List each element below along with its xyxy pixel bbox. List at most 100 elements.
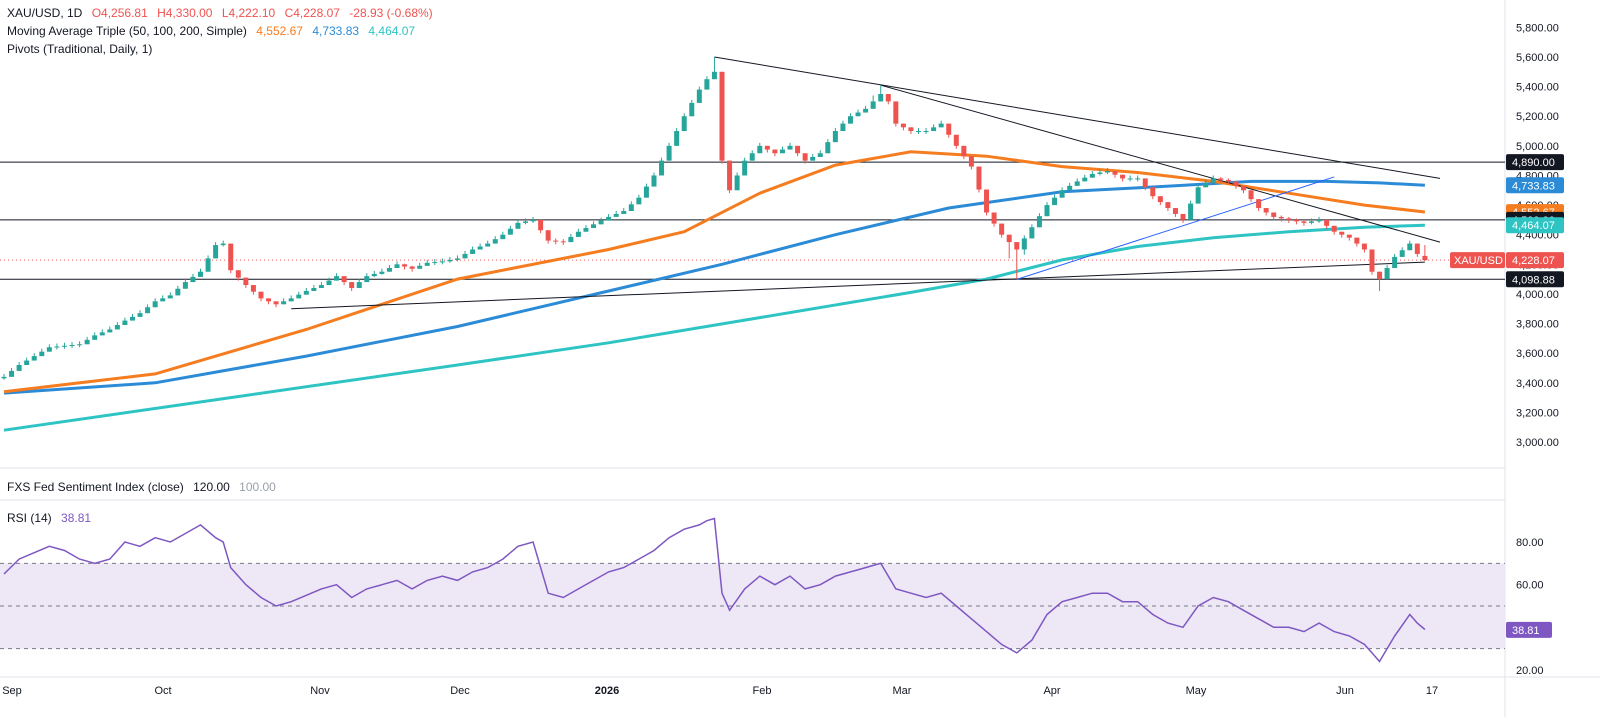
candle-body <box>968 156 974 167</box>
candle-body <box>976 166 982 190</box>
rsi-tag-bg <box>1506 621 1552 638</box>
rsi-axis-label: 60.00 <box>1516 580 1544 592</box>
candle-body <box>175 288 181 296</box>
trendline <box>880 84 1441 243</box>
candle-body <box>1354 237 1360 244</box>
ohlc-close: C4,228.07 <box>284 6 340 20</box>
x-axis-label: May <box>1186 685 1207 697</box>
candle-body <box>1142 178 1148 188</box>
candle-body <box>356 282 362 288</box>
trendline <box>714 56 1441 179</box>
candle-body <box>500 234 506 240</box>
candle-body <box>402 264 408 267</box>
candle-body <box>621 211 627 214</box>
x-axis-label: 2026 <box>595 685 619 697</box>
x-axis-label: Mar <box>893 685 912 697</box>
candle-body <box>107 329 113 333</box>
candle-body <box>1422 255 1428 261</box>
candle-body <box>69 345 75 347</box>
candle-body <box>810 156 816 161</box>
candle-body <box>1172 208 1178 214</box>
candle-body <box>1278 216 1284 219</box>
candle-body <box>1150 187 1156 197</box>
candle-body <box>424 262 430 266</box>
candle-body <box>9 370 15 377</box>
candle-body <box>303 290 309 295</box>
candle-body <box>198 271 204 277</box>
candle-body <box>1036 216 1042 228</box>
candle-body <box>129 316 135 321</box>
candle-body <box>659 160 665 176</box>
candle-body <box>1324 219 1330 226</box>
candle-body <box>575 231 581 237</box>
candle-body <box>409 266 415 269</box>
candle-body <box>1384 268 1390 280</box>
candle-body <box>1392 256 1398 269</box>
fed-label: FXS Fed Sentiment Index (close) <box>7 480 184 494</box>
candle-body <box>439 261 445 263</box>
price-axis-label: 5,600.00 <box>1516 52 1559 64</box>
candle-body <box>643 186 649 198</box>
candle-body <box>1014 242 1020 250</box>
candle-body <box>99 332 105 336</box>
price-tag-bg <box>1506 177 1564 194</box>
candle-body <box>779 149 785 154</box>
candle-body <box>235 270 241 278</box>
candle-body <box>137 313 143 317</box>
candle-body <box>492 239 498 244</box>
candle-body <box>1316 219 1322 222</box>
ma50-value: 4,552.67 <box>256 24 303 38</box>
candle-body <box>349 282 355 288</box>
candle-body <box>1407 243 1413 251</box>
candle-body <box>598 220 604 225</box>
ohlc-open: O4,256.81 <box>91 6 148 20</box>
candle-body <box>832 131 838 143</box>
ma200-line <box>3 223 1425 432</box>
candle-body <box>1135 178 1141 180</box>
candle-body <box>863 108 869 113</box>
candle-body <box>681 116 687 132</box>
candle-body <box>1067 185 1073 191</box>
candle-body <box>606 216 612 221</box>
candle-body <box>878 94 884 102</box>
candle-body <box>205 258 211 272</box>
candle-body <box>447 259 453 262</box>
candle-body <box>1165 202 1171 209</box>
candle-body <box>1271 212 1277 217</box>
candle-body <box>454 258 460 260</box>
candle-body <box>1097 172 1103 174</box>
candle-body <box>1180 213 1186 220</box>
candle-body <box>470 249 476 254</box>
candle-body <box>961 145 967 157</box>
candle-body <box>787 145 793 150</box>
price-tag-bg <box>1506 252 1564 269</box>
candle-body <box>742 160 748 176</box>
candle-body <box>1218 178 1224 180</box>
rsi-label: RSI (14) <box>7 511 52 525</box>
candle-body <box>1248 190 1254 200</box>
candle-body <box>931 127 937 132</box>
candle-body <box>689 102 695 117</box>
candle-body <box>92 335 98 340</box>
candle-body <box>900 123 906 128</box>
candle-body <box>318 285 324 288</box>
candle-body <box>1263 208 1269 213</box>
candle-body <box>1346 234 1352 238</box>
candle-body <box>213 245 219 259</box>
candle-body <box>54 346 60 348</box>
candle-body <box>371 273 377 277</box>
x-axis-label: Dec <box>450 685 470 697</box>
x-axis-label: 17 <box>1426 685 1438 697</box>
price-tag-text: 4,098.88 <box>1512 274 1555 286</box>
candle-body <box>885 94 891 102</box>
x-axis-label: Sep <box>2 685 22 697</box>
pivots-label: Pivots (Traditional, Daily, 1) <box>7 42 153 56</box>
x-axis-label: Feb <box>753 685 772 697</box>
candle-body <box>46 347 52 352</box>
candle-body <box>734 175 740 191</box>
ma100-line <box>3 179 1425 395</box>
price-axis-label: 5,400.00 <box>1516 82 1559 94</box>
price-axis-label: 5,800.00 <box>1516 22 1559 34</box>
candle-body <box>560 241 566 243</box>
